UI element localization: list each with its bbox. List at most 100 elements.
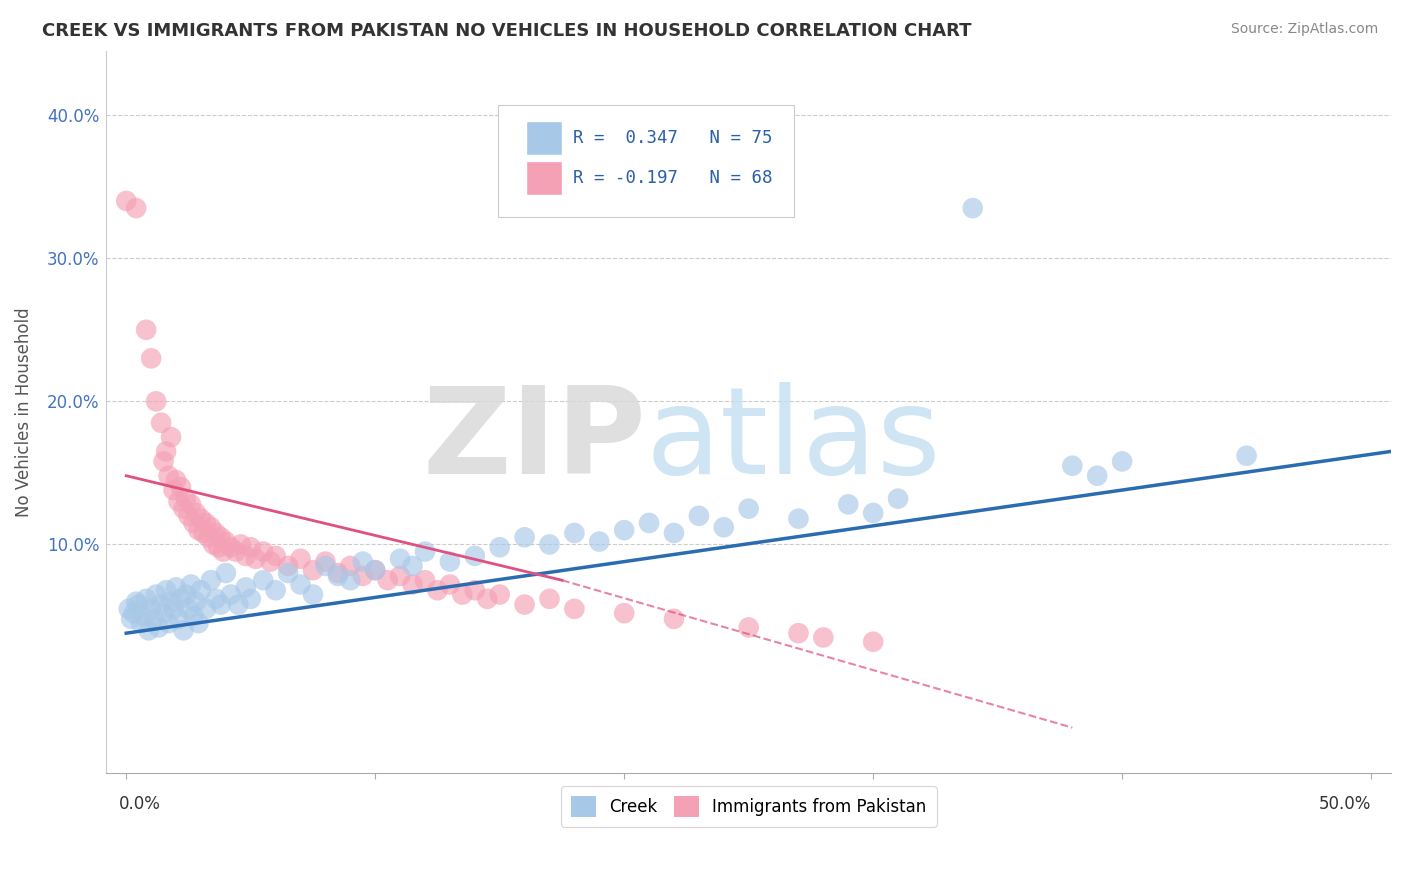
Point [160,595,183,609]
Point [239,591,262,606]
Point [135,323,157,337]
Point [488,541,510,555]
Point [862,506,884,520]
Point [339,558,361,573]
Point [129,616,152,631]
Point [162,483,184,497]
Point [302,588,325,602]
Point [259,555,281,569]
Point [219,541,242,555]
Point [194,602,217,616]
Point [160,430,183,444]
Point [538,537,561,551]
Point [314,555,336,569]
Point [155,583,177,598]
Point [157,616,180,631]
Point [165,473,187,487]
Point [477,591,499,606]
Point [662,612,685,626]
Point [155,444,177,458]
Point [215,534,238,549]
Point [200,520,222,534]
Point [688,508,710,523]
Point [141,602,163,616]
Point [413,573,436,587]
Point [264,549,287,563]
Point [187,523,209,537]
Point [122,606,145,620]
Point [252,544,274,558]
Point [413,544,436,558]
Point [564,602,586,616]
Point [138,624,160,638]
Point [167,494,190,508]
Point [120,612,142,626]
Point [713,520,735,534]
Point [183,516,205,530]
Point [152,454,174,468]
Point [165,580,187,594]
Point [141,351,163,366]
Point [377,573,399,587]
Point [194,516,217,530]
Point [209,598,232,612]
Point [339,573,361,587]
Point [737,501,759,516]
Point [426,583,449,598]
Point [352,555,374,569]
Point [662,526,685,541]
Point [180,577,202,591]
Point [145,588,167,602]
Point [787,511,810,525]
Point [638,516,661,530]
Point [887,491,910,506]
Point [219,588,242,602]
Point [157,468,180,483]
Text: R =  0.347   N = 75: R = 0.347 N = 75 [572,129,772,147]
Point [813,631,835,645]
Point [197,530,219,544]
Point [290,577,312,591]
Point [145,394,167,409]
Point [401,558,423,573]
Point [613,523,636,537]
Point [1236,449,1258,463]
Point [150,416,173,430]
Text: 50.0%: 50.0% [1319,795,1371,813]
Point [167,612,190,626]
Point [235,549,257,563]
Point [190,511,212,525]
Point [162,602,184,616]
Point [173,501,195,516]
Point [174,491,197,506]
Point [183,609,205,624]
Point [737,620,759,634]
Point [277,566,299,580]
Text: R = -0.197   N = 68: R = -0.197 N = 68 [572,169,772,187]
Point [588,534,610,549]
Point [538,591,561,606]
Text: ZIP: ZIP [422,383,645,500]
Point [837,497,859,511]
Point [962,201,984,215]
Point [152,606,174,620]
Point [135,591,157,606]
Point [364,563,387,577]
Point [290,551,312,566]
Point [488,588,510,602]
Point [202,537,225,551]
Point [564,526,586,541]
Point [389,551,412,566]
Point [302,563,325,577]
FancyBboxPatch shape [498,105,793,217]
Point [787,626,810,640]
Point [170,480,193,494]
Point [190,583,212,598]
Point [193,526,215,541]
Point [132,609,155,624]
Point [180,497,202,511]
Point [209,530,232,544]
Point [177,508,200,523]
Y-axis label: No Vehicles in Household: No Vehicles in Household [15,307,32,516]
Point [239,541,262,555]
